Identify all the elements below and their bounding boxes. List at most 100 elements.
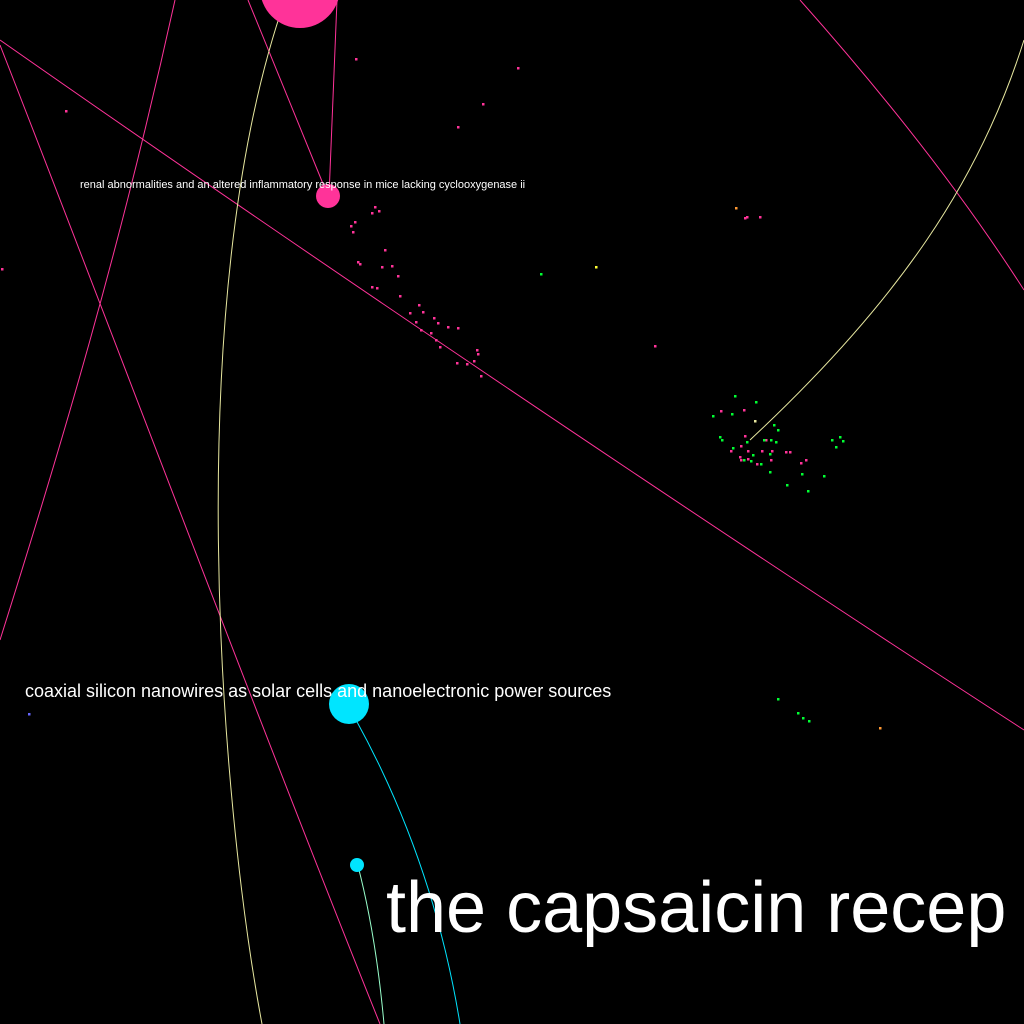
node-dot (712, 415, 715, 418)
node-dot (785, 451, 788, 454)
node-dot (374, 206, 377, 209)
node-dot (466, 363, 469, 366)
node-dot (743, 409, 746, 412)
node-dot (802, 717, 805, 720)
node-dot (805, 459, 808, 462)
node-dot (447, 326, 450, 329)
edge (0, 44, 381, 1024)
node-dot (763, 439, 766, 442)
node-dot (354, 221, 357, 224)
edge (749, 39, 1024, 441)
node-dot (654, 345, 657, 348)
node-dot (752, 454, 755, 457)
node-dot (750, 460, 753, 463)
node-top-magenta[interactable] (260, 0, 340, 28)
node-renal-abnormalities[interactable] (316, 184, 340, 208)
node-dot (800, 462, 803, 465)
node-dot (437, 322, 440, 325)
node-dot (371, 286, 374, 289)
node-dot (789, 451, 792, 454)
node-dot (746, 216, 749, 219)
node-dot (595, 266, 598, 269)
node-dot (415, 321, 418, 324)
edge (799, 0, 1024, 291)
node-dot (771, 450, 774, 453)
node-dot (477, 353, 480, 356)
edge (355, 719, 461, 1024)
node-label-coaxial-silicon-nanowires: coaxial silicon nanowires as solar cells… (25, 681, 612, 701)
node-dot (770, 459, 773, 462)
node-dot (777, 698, 780, 701)
node-dot (747, 458, 750, 461)
node-dot (755, 401, 758, 404)
node-dot (381, 266, 384, 269)
node-dot (418, 304, 421, 307)
edge (0, 0, 176, 641)
node-dot (786, 484, 789, 487)
node-dot (352, 231, 355, 234)
node-dot (773, 424, 776, 427)
node-dot (743, 459, 746, 462)
node-dot (409, 312, 412, 315)
node-dot (740, 445, 743, 448)
node-dot (739, 456, 742, 459)
small-node-cluster-layer (1, 58, 882, 730)
node-dot (740, 459, 743, 462)
node-dot (744, 435, 747, 438)
node-dot (735, 207, 738, 210)
node-layer (260, 0, 369, 872)
node-dot (376, 287, 379, 290)
node-dot (732, 447, 735, 450)
node-dot (777, 429, 780, 432)
node-dot (775, 441, 778, 444)
node-dot (430, 332, 433, 335)
node-dot (517, 67, 520, 70)
node-dot (439, 346, 442, 349)
node-dot (823, 475, 826, 478)
edge (247, 0, 329, 197)
node-dot (756, 463, 759, 466)
edge (217, 0, 286, 1024)
node-dot (433, 317, 436, 320)
node-dot (769, 453, 772, 456)
node-dot (371, 212, 374, 215)
node-dot (457, 327, 460, 330)
node-dot (835, 446, 838, 449)
node-dot (831, 439, 834, 442)
node-dot (357, 261, 360, 264)
node-dot (879, 727, 882, 730)
node-dot (420, 329, 423, 332)
node-dot (435, 339, 438, 342)
node-dot (765, 439, 768, 442)
node-dot (399, 295, 402, 298)
node-label-capsaicin-receptor: the capsaicin recep (386, 868, 1007, 948)
node-small-cyan[interactable] (350, 858, 364, 872)
node-dot (754, 420, 757, 423)
node-dot (839, 436, 842, 439)
node-dot (760, 463, 763, 466)
node-dot (797, 712, 800, 715)
node-dot (1, 268, 4, 271)
node-dot (482, 103, 485, 106)
node-dot (476, 349, 479, 352)
node-dot (744, 217, 747, 220)
edge (357, 865, 385, 1024)
edge (328, 0, 338, 197)
node-coaxial-silicon-nanowires[interactable] (329, 684, 369, 724)
node-dot (808, 720, 811, 723)
node-dot (384, 249, 387, 252)
node-dot (457, 126, 460, 129)
node-dot (807, 490, 810, 493)
node-dot (842, 440, 845, 443)
node-dot (397, 275, 400, 278)
node-dot (730, 450, 733, 453)
node-dot (734, 395, 737, 398)
node-dot (720, 410, 723, 413)
node-dot (355, 58, 358, 61)
node-dot (719, 436, 722, 439)
node-dot (378, 210, 381, 213)
node-dot (422, 311, 425, 314)
node-dot (473, 360, 476, 363)
